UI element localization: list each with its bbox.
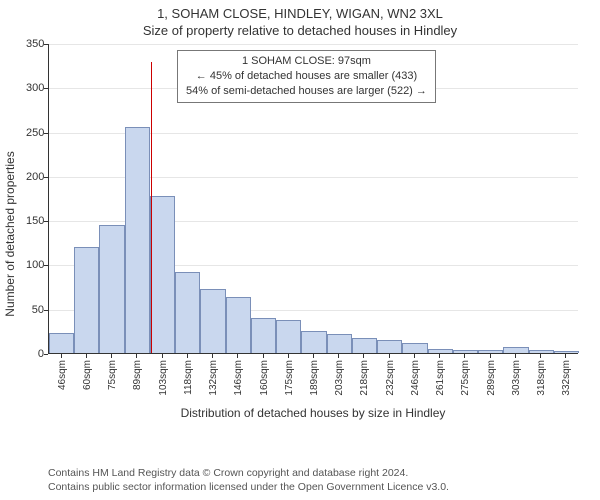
histogram-bar [327,334,352,353]
x-tick-mark [464,354,465,358]
y-tick-label: 50 [26,304,44,316]
x-tick-mark [187,354,188,358]
attribution-footer: Contains HM Land Registry data © Crown c… [48,466,449,494]
histogram-bar [125,127,150,353]
infobox-line-2: ← 45% of detached houses are smaller (43… [186,69,427,84]
x-tick-mark [490,354,491,358]
histogram-bar [352,338,377,353]
histogram-bar [478,350,503,353]
x-tick-mark [237,354,238,358]
histogram-bar [99,225,124,353]
infobox-line-1: 1 SOHAM CLOSE: 97sqm [186,54,427,69]
x-tick-label: 160sqm [259,360,270,396]
x-tick-label: 60sqm [82,360,93,390]
histogram-bar [453,350,478,353]
histogram-bar [402,343,427,353]
x-tick-label: 289sqm [486,360,497,396]
x-tick-label: 175sqm [284,360,295,396]
y-tick-label: 150 [26,215,44,227]
reference-info-box: 1 SOHAM CLOSE: 97sqm ← 45% of detached h… [177,50,436,103]
x-tick-mark [212,354,213,358]
histogram-bar [377,340,402,353]
x-tick-label: 118sqm [183,360,194,395]
y-tick-label: 300 [26,82,44,94]
x-axis-label: Distribution of detached houses by size … [48,406,578,420]
histogram-bar [503,347,528,353]
histogram-bar [428,349,453,353]
y-tick-mark [44,88,48,89]
x-tick-mark [288,354,289,358]
histogram-bar [74,247,99,353]
y-axis-label: Number of detached properties [3,151,17,316]
x-tick-mark [515,354,516,358]
x-tick-mark [263,354,264,358]
histogram-bar [301,331,326,353]
x-tick-mark [439,354,440,358]
y-tick-mark [44,310,48,311]
chart-area: Number of detached properties 1 SOHAM CL… [0,44,600,424]
x-tick-mark [565,354,566,358]
y-tick-label: 250 [26,127,44,139]
x-tick-mark [86,354,87,358]
x-tick-label: 46sqm [57,360,68,390]
plot-region: 1 SOHAM CLOSE: 97sqm ← 45% of detached h… [48,44,578,354]
y-tick-label: 350 [26,38,44,50]
histogram-bar [175,272,200,353]
histogram-bar [276,320,301,353]
x-tick-label: 103sqm [158,360,169,396]
infobox-line-3: 54% of semi-detached houses are larger (… [186,84,427,99]
x-tick-label: 218sqm [359,360,370,396]
footer-line-1: Contains HM Land Registry data © Crown c… [48,466,449,480]
y-tick-label: 100 [26,259,44,271]
x-tick-label: 146sqm [233,360,244,396]
chart-title-main: 1, SOHAM CLOSE, HINDLEY, WIGAN, WN2 3XL [0,0,600,21]
x-tick-label: 332sqm [561,360,572,396]
histogram-bar [529,350,554,353]
x-tick-label: 318sqm [536,360,547,396]
x-tick-mark [540,354,541,358]
x-tick-mark [136,354,137,358]
x-tick-mark [363,354,364,358]
histogram-bar [49,333,74,353]
x-tick-label: 232sqm [385,360,396,396]
chart-title-sub: Size of property relative to detached ho… [0,21,600,38]
x-tick-mark [111,354,112,358]
y-tick-mark [44,133,48,134]
footer-line-2: Contains public sector information licen… [48,480,449,494]
x-tick-label: 132sqm [208,360,219,396]
y-tick-label: 0 [26,348,44,360]
x-tick-mark [389,354,390,358]
x-tick-mark [162,354,163,358]
x-tick-label: 75sqm [107,360,118,390]
y-tick-mark [44,177,48,178]
histogram-bar [200,289,225,353]
y-tick-mark [44,221,48,222]
histogram-bar [150,196,175,353]
x-tick-label: 275sqm [460,360,471,396]
x-tick-label: 203sqm [334,360,345,396]
y-tick-mark [44,265,48,266]
x-tick-mark [313,354,314,358]
x-tick-label: 303sqm [511,360,522,396]
y-tick-label: 200 [26,171,44,183]
x-tick-label: 189sqm [309,360,320,396]
reference-line [151,62,152,353]
histogram-bar [251,318,276,353]
x-tick-label: 261sqm [435,360,446,396]
gridline [49,44,578,45]
y-tick-mark [44,354,48,355]
x-tick-mark [61,354,62,358]
x-tick-label: 246sqm [410,360,421,396]
x-tick-mark [414,354,415,358]
histogram-bar [226,297,251,353]
y-tick-mark [44,44,48,45]
histogram-bar [554,351,579,353]
x-tick-label: 89sqm [132,360,143,390]
x-tick-mark [338,354,339,358]
